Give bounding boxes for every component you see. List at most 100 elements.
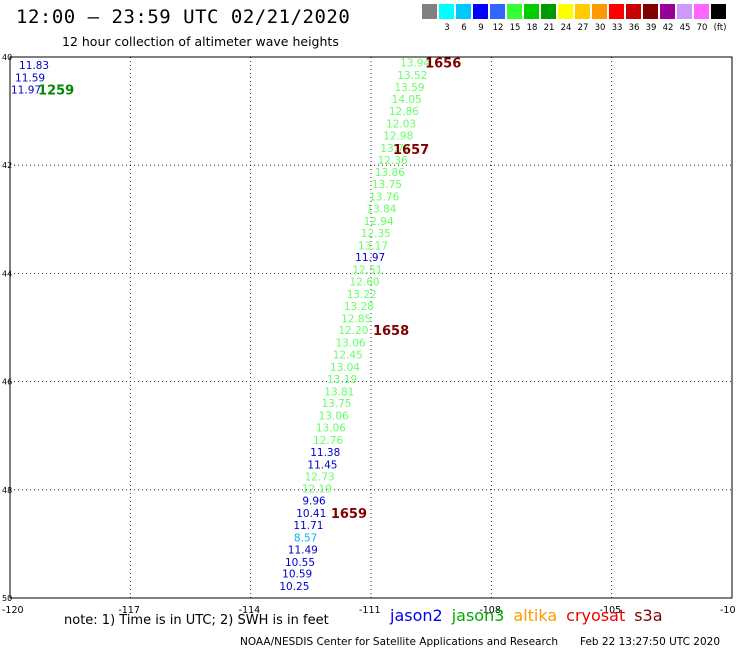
legend-swatch <box>439 4 455 19</box>
wave-height-label: 8.57 <box>294 532 317 544</box>
wave-height-label: 12.51 <box>352 265 382 277</box>
legend-bin-label: 15 <box>509 23 521 33</box>
wave-height-label: 14.05 <box>392 94 422 106</box>
wave-height-label: 12.76 <box>313 435 343 447</box>
y-tick-label: 42 <box>2 161 12 170</box>
generation-timestamp: Feb 22 13:27:50 UTC 2020 <box>580 636 720 648</box>
satellite-jason2: jason2 <box>390 606 443 625</box>
legend-swatch <box>575 4 591 19</box>
legend-unit: (ft) <box>713 23 727 33</box>
legend-bin-label: 30 <box>594 23 606 33</box>
legend-bin-label: 27 <box>577 23 589 33</box>
x-tick-label: -117 <box>118 605 140 616</box>
satellite-s3a: s3a <box>634 606 663 625</box>
wave-height-label: 13.04 <box>330 362 360 374</box>
units-note: note: 1) Time is in UTC; 2) SWH is in fe… <box>64 613 329 628</box>
wave-height-label: 12.86 <box>389 106 419 118</box>
x-tick-label: -108 <box>479 605 501 616</box>
wave-height-label: 12.20 <box>338 325 368 337</box>
y-tick-label: 40 <box>2 53 12 62</box>
wave-height-label: 13.22 <box>347 289 377 301</box>
wave-height-label: 10.59 <box>282 569 312 581</box>
plot-frame <box>9 56 733 599</box>
chart-title: 12:00 – 23:59 UTC 02/21/2020 <box>16 6 351 28</box>
legend-swatch <box>490 4 506 19</box>
wave-height-label: 11.97 <box>355 252 385 264</box>
wave-height-label: 11.49 <box>288 544 318 556</box>
wave-height-label: 13.59 <box>394 82 424 94</box>
legend-bin-label: 39 <box>645 23 657 33</box>
wave-height-label: 12.85 <box>341 313 371 325</box>
wave-height-label: 13.52 <box>397 70 427 82</box>
wave-height-label: 13.75 <box>321 398 351 410</box>
legend-swatch <box>643 4 659 19</box>
pass-time-label: 1659 <box>331 507 367 522</box>
legend-swatch <box>609 4 625 19</box>
legend-swatch <box>626 4 642 19</box>
legend-swatch <box>422 4 438 19</box>
wave-height-label: 11.59 <box>15 73 45 85</box>
wave-height-label: 12.45 <box>333 350 363 362</box>
legend-bin-label: 36 <box>628 23 640 33</box>
wave-height-label: 13.19 <box>327 374 357 386</box>
legend-swatch <box>524 4 540 19</box>
wave-height-label: 13.06 <box>336 338 366 350</box>
x-tick-label: -105 <box>600 605 622 616</box>
wave-height-label: 13.75 <box>372 179 402 191</box>
satellite-jason3: jason3 <box>451 606 505 625</box>
wave-height-label: 12.94 <box>364 216 394 228</box>
wave-height-label: 13.86 <box>375 167 405 179</box>
satellite-legend: jason2 jason3 altika cryosat s3a <box>390 606 672 625</box>
wave-height-label: 10.55 <box>285 557 315 569</box>
wave-height-label: 11.97 <box>11 84 41 96</box>
wave-height-label: 13.77 <box>380 143 410 155</box>
legend-swatch <box>456 4 472 19</box>
legend-bin-label: 24 <box>560 23 572 33</box>
y-tick-label: 44 <box>2 269 12 278</box>
legend-bin-label: 12 <box>492 23 504 33</box>
satellite-altika: altika <box>513 606 558 625</box>
legend-swatch <box>677 4 693 19</box>
x-tick-label: -111 <box>359 605 381 616</box>
wave-height-label: 13.17 <box>358 240 388 252</box>
y-tick-label: 48 <box>2 486 12 495</box>
legend-bin-label: 45 <box>679 23 691 33</box>
legend-swatch <box>558 4 574 19</box>
credit-line: NOAA/NESDIS Center for Satellite Applica… <box>240 636 558 648</box>
pass-time-label: 1656 <box>425 56 461 71</box>
legend-bin-label: 21 <box>543 23 555 33</box>
wave-height-label: 12.35 <box>361 228 391 240</box>
satellite-cryosat: cryosat <box>566 606 626 625</box>
wave-height-label: 13.94 <box>400 57 430 69</box>
x-tick-label: -10 <box>720 605 736 616</box>
legend-swatch <box>507 4 523 19</box>
legend-swatch <box>592 4 608 19</box>
legend-bin-label: 70 <box>696 23 708 33</box>
wave-height-label: 13.06 <box>316 423 346 435</box>
legend-swatch <box>711 4 727 19</box>
y-tick-label: 46 <box>2 378 12 387</box>
legend-swatch <box>541 4 557 19</box>
wave-height-label: 12.36 <box>378 155 408 167</box>
wave-height-label: 13.28 <box>344 301 374 313</box>
wave-height-label: 11.71 <box>293 520 323 532</box>
wave-height-label: 12.60 <box>350 277 380 289</box>
wave-height-label: 13.84 <box>366 203 396 215</box>
wave-height-label: 12.19 <box>302 484 332 496</box>
pass-time-label: 1658 <box>373 324 409 339</box>
wave-height-label: 11.83 <box>19 60 49 72</box>
legend-swatch <box>694 4 710 19</box>
legend-bin-label: 9 <box>478 23 484 33</box>
legend-bin-label: 6 <box>461 23 467 33</box>
wave-height-label: 10.25 <box>279 581 309 593</box>
legend-bin-label: 42 <box>662 23 674 33</box>
wave-height-label: 12.98 <box>383 130 413 142</box>
wave-height-label: 10.41 <box>296 508 326 520</box>
wave-height-label: 11.38 <box>310 447 340 459</box>
legend-swatch <box>660 4 676 19</box>
x-tick-label: -114 <box>239 605 261 616</box>
wave-height-label: 13.76 <box>369 192 399 204</box>
wave-height-label: 13.81 <box>324 386 354 398</box>
wave-height-label: 13.06 <box>319 411 349 423</box>
